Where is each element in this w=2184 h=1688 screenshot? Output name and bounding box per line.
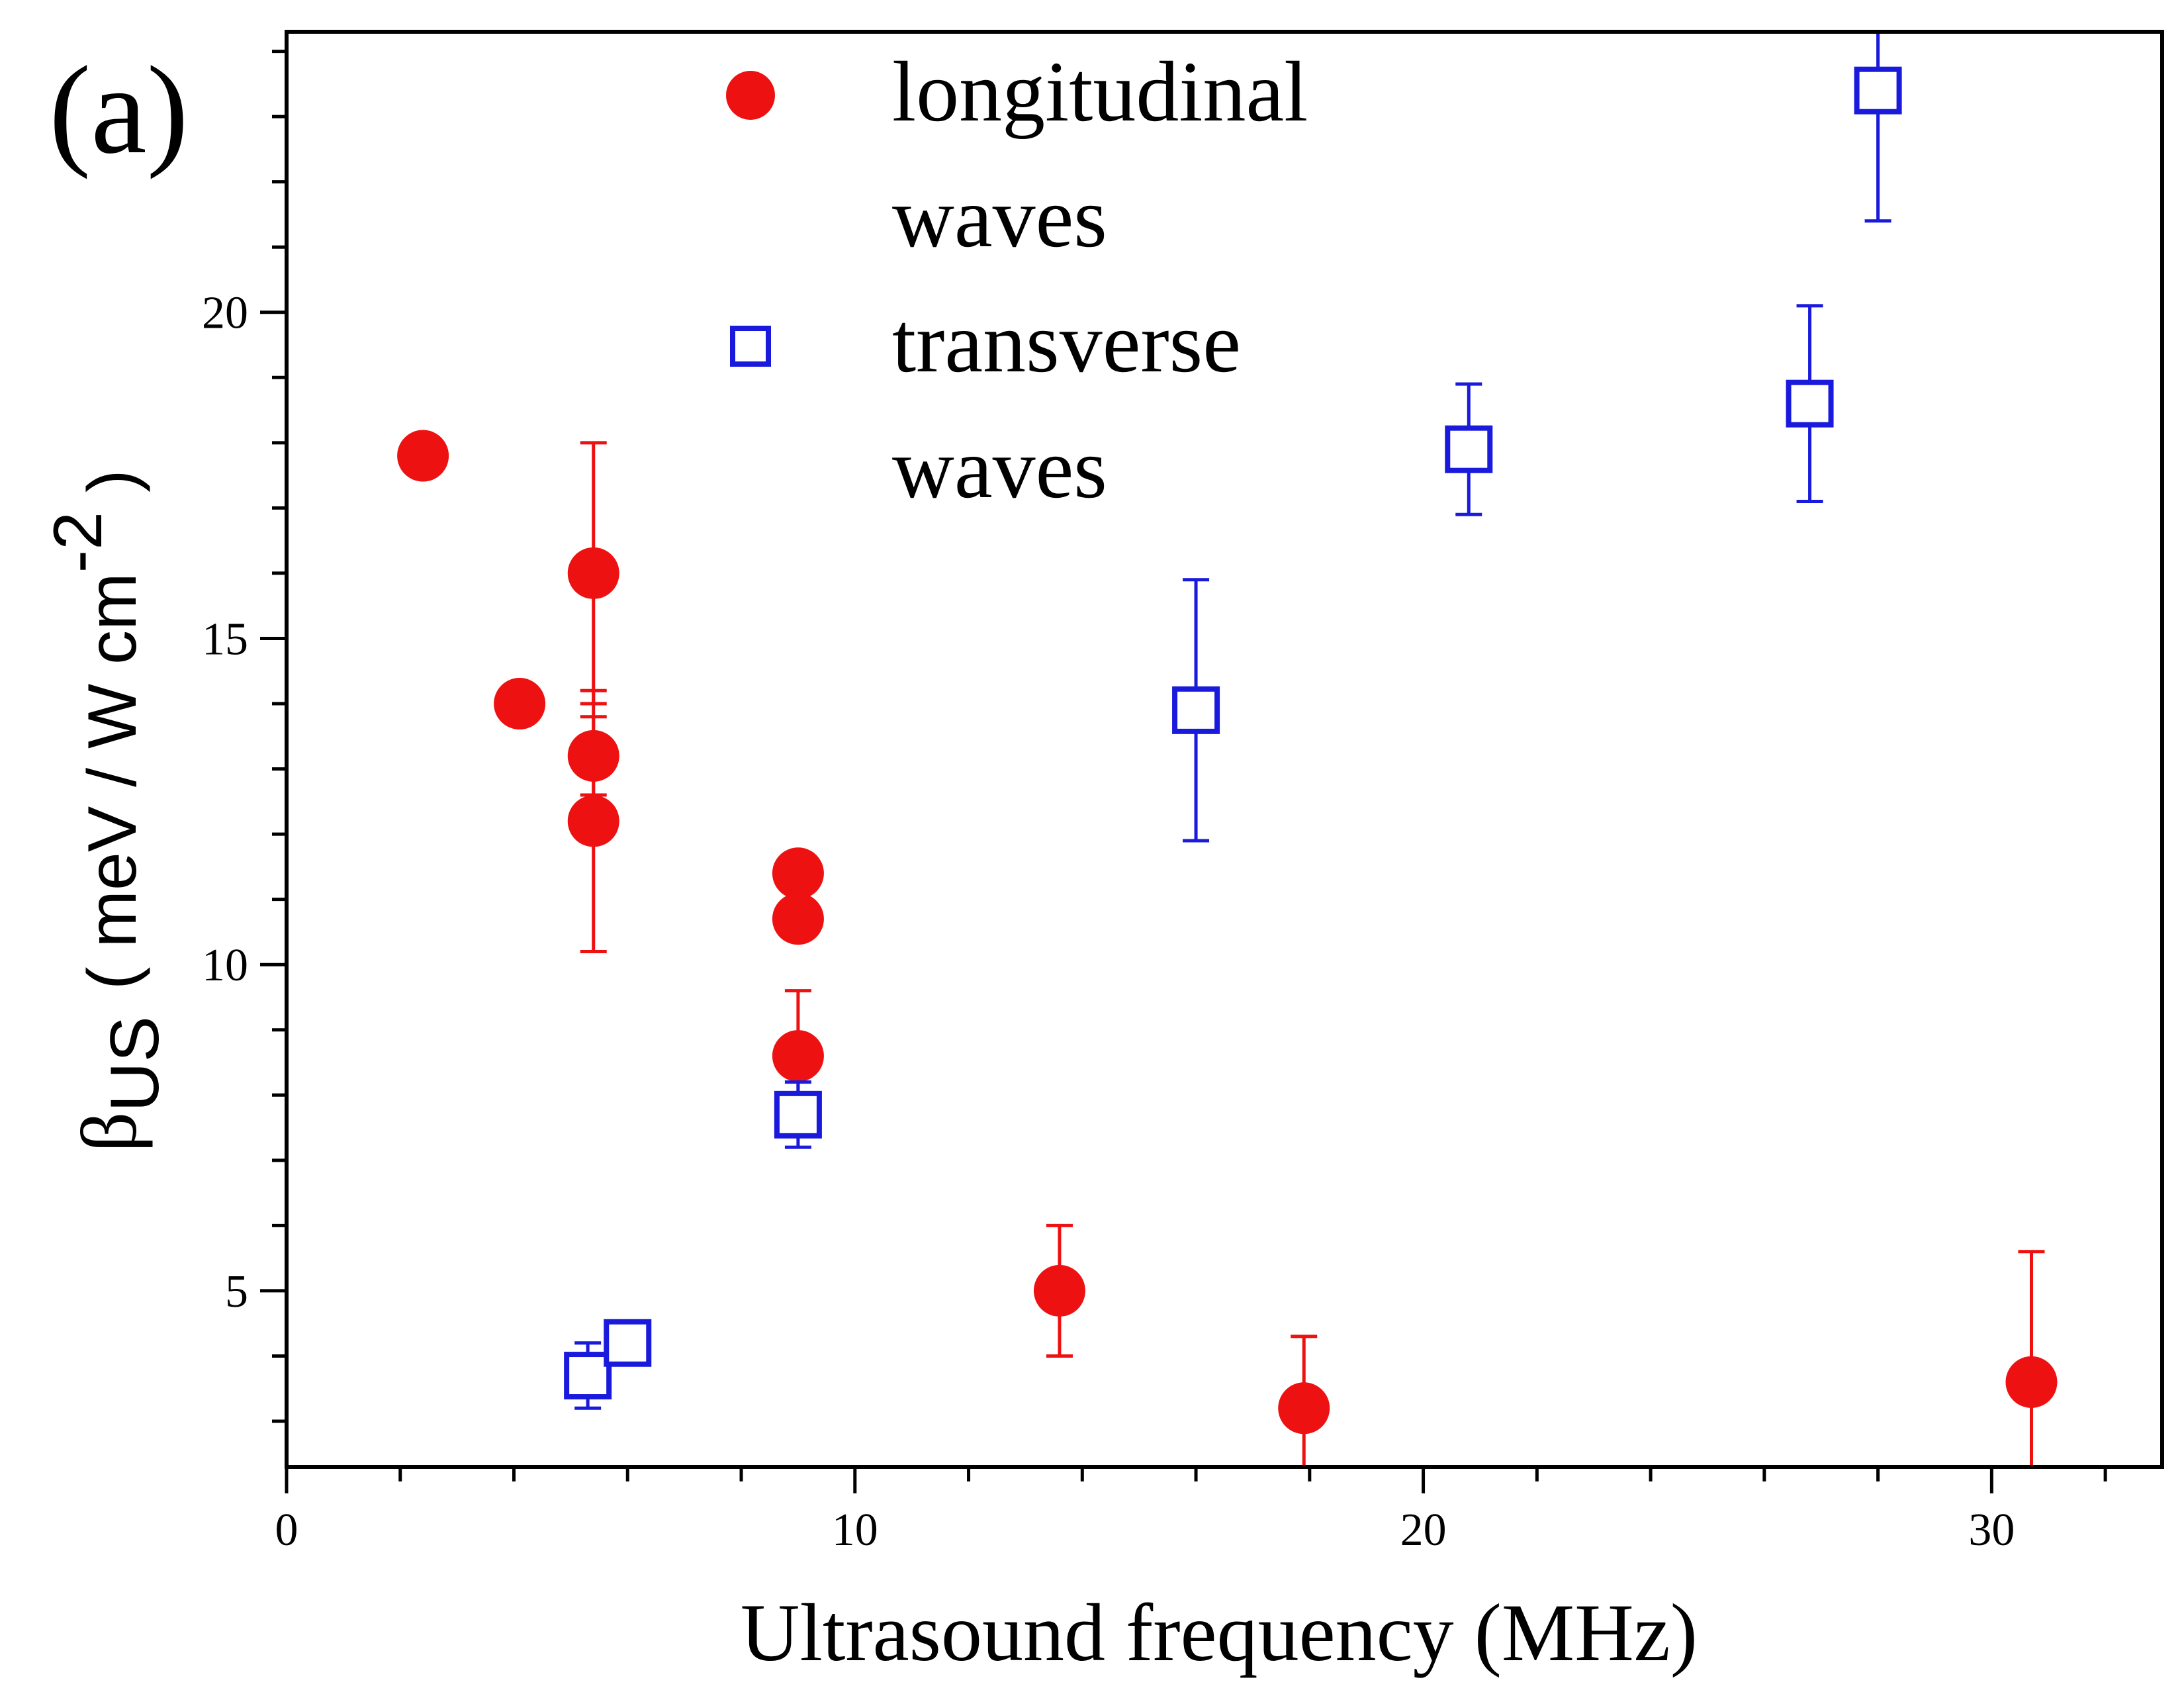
y-axis-title: βUS ( meV / W cm-2 ) xyxy=(40,469,173,1152)
data-point xyxy=(772,847,824,900)
data-point xyxy=(1854,66,1902,115)
legend-marker-longitudinal xyxy=(726,71,775,120)
y-axis-unit-superscript: -2 xyxy=(40,512,116,573)
plot-frame xyxy=(285,30,2164,1469)
y-tick-label: 10 xyxy=(202,940,248,991)
legend-label: longitudinal xyxy=(892,44,1308,140)
data-point xyxy=(1445,425,1493,473)
y-tick-label: 5 xyxy=(225,1266,248,1317)
y-axis-symbol: β xyxy=(65,1112,153,1152)
legend-label: waves xyxy=(892,421,1107,516)
panel-label: (a) xyxy=(49,41,189,180)
y-axis-subscript: US xyxy=(97,1016,173,1111)
x-tick-label: 20 xyxy=(1400,1505,1447,1556)
data-point xyxy=(397,430,449,482)
series-longitudinal xyxy=(397,430,2058,1467)
data-point xyxy=(1033,1264,1085,1317)
tick-labels: 0 10 20 30 5 10 15 20 xyxy=(202,288,2015,1556)
data-point xyxy=(1786,379,1834,428)
series-transverse xyxy=(564,32,1902,1410)
data-point xyxy=(604,1319,652,1367)
x-tick-label: 0 xyxy=(275,1505,298,1556)
data-point xyxy=(1172,686,1220,734)
data-point xyxy=(1278,1382,1330,1434)
legend: longitudinal waves transverse waves xyxy=(726,44,1308,516)
data-point xyxy=(772,893,824,945)
data-point xyxy=(567,795,619,847)
y-tick-label: 20 xyxy=(202,288,248,339)
data-point xyxy=(494,678,546,730)
y-axis-unit-open: ( meV / W cm xyxy=(74,573,151,990)
x-tick-label: 30 xyxy=(1968,1505,2015,1556)
y-axis-unit-close: ) xyxy=(74,469,151,512)
legend-marker-transverse xyxy=(730,326,771,367)
data-marks xyxy=(397,32,2058,1467)
x-tick-label: 10 xyxy=(832,1505,878,1556)
legend-label: waves xyxy=(892,170,1107,265)
x-axis-title: Ultrasound frequency (MHz) xyxy=(741,1587,1698,1678)
data-point xyxy=(774,1090,822,1139)
data-point xyxy=(567,547,619,599)
legend-label: transverse xyxy=(892,295,1241,391)
data-point xyxy=(2005,1356,2058,1408)
svg-text:βUS( meV / W cm-2 ): βUS ( meV / W cm-2 ) xyxy=(40,469,173,1152)
data-point xyxy=(564,1352,612,1400)
y-tick-label: 15 xyxy=(202,614,248,665)
data-point xyxy=(772,1030,824,1082)
axis-ticks xyxy=(260,50,2107,1493)
